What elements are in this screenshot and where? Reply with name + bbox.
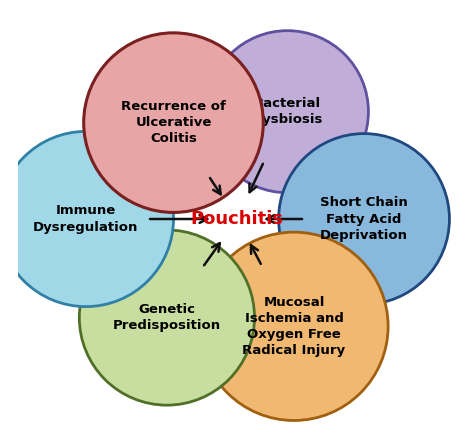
Circle shape xyxy=(0,131,173,307)
Text: Bacterial
Dysbiosis: Bacterial Dysbiosis xyxy=(252,97,323,126)
Text: Mucosal
Ischemia and
Oxygen Free
Radical Injury: Mucosal Ischemia and Oxygen Free Radical… xyxy=(242,296,346,357)
Circle shape xyxy=(79,230,255,405)
Text: Immune
Dysregulation: Immune Dysregulation xyxy=(33,205,138,233)
Circle shape xyxy=(200,232,388,420)
Text: Pouchitis: Pouchitis xyxy=(191,210,283,228)
Circle shape xyxy=(84,33,263,212)
Circle shape xyxy=(206,31,368,193)
Text: Genetic
Predisposition: Genetic Predisposition xyxy=(113,303,221,332)
Circle shape xyxy=(279,134,449,304)
Text: Short Chain
Fatty Acid
Deprivation: Short Chain Fatty Acid Deprivation xyxy=(320,197,408,241)
Text: Recurrence of
Ulcerative
Colitis: Recurrence of Ulcerative Colitis xyxy=(121,100,226,145)
